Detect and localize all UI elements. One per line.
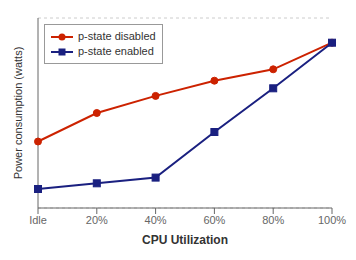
svg-text:Power consumption (watts): Power consumption (watts) xyxy=(12,47,24,180)
html-text:p-state disabled: p-state disabled xyxy=(78,30,156,42)
svg-text:20%: 20% xyxy=(86,214,108,226)
svg-text:40%: 40% xyxy=(145,214,167,226)
html-text:p-state enabled: p-state enabled xyxy=(78,45,154,57)
svg-text:Idle: Idle xyxy=(29,214,47,226)
svg-text:60%: 60% xyxy=(203,214,225,226)
svg-text:CPU Utilization: CPU Utilization xyxy=(142,233,228,247)
svg-text:100%: 100% xyxy=(318,214,346,226)
svg-text:80%: 80% xyxy=(262,214,284,226)
